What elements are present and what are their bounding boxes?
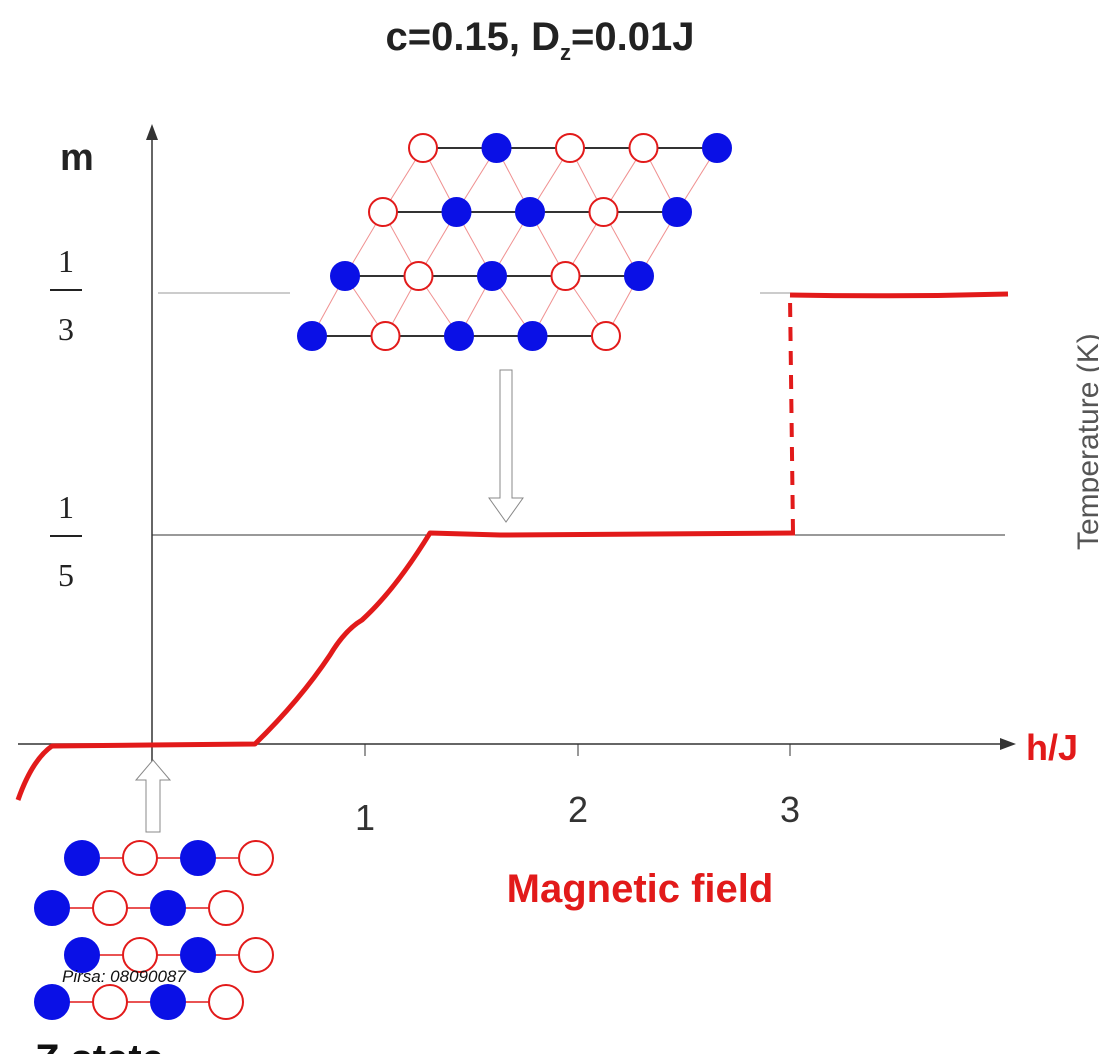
arrow bbox=[488, 369, 524, 523]
spin-down bbox=[628, 133, 659, 163]
spin-up bbox=[477, 261, 507, 291]
spin-down bbox=[588, 197, 619, 227]
fraction-num: 1 bbox=[58, 489, 74, 525]
spin-down bbox=[122, 840, 158, 876]
spin-down bbox=[591, 321, 621, 351]
spin-down bbox=[370, 321, 401, 351]
spin-down bbox=[550, 261, 581, 291]
spin-up bbox=[662, 197, 692, 227]
spin-up bbox=[150, 890, 186, 926]
spin-down bbox=[555, 133, 585, 163]
fraction-num: 1 bbox=[58, 243, 74, 279]
footer: Pirsa: 08090087 bbox=[62, 967, 186, 986]
spin-down bbox=[122, 937, 158, 973]
spin-up bbox=[34, 890, 70, 926]
x-label: h/J bbox=[1026, 727, 1078, 768]
spin-up bbox=[180, 937, 216, 973]
spin-down bbox=[92, 984, 128, 1020]
spin-up bbox=[64, 840, 100, 876]
fraction-den: 3 bbox=[58, 311, 74, 347]
fraction-den: 5 bbox=[58, 557, 74, 593]
spin-up bbox=[64, 937, 100, 973]
spin-up bbox=[702, 133, 732, 163]
bottom-label: Z state bbox=[35, 1037, 164, 1054]
title: c=0.15, Dz=0.01J bbox=[385, 15, 694, 65]
spin-up bbox=[624, 261, 654, 291]
x-tick-label: 2 bbox=[568, 789, 588, 830]
spin-down bbox=[403, 261, 434, 291]
x-arrow bbox=[1000, 738, 1016, 750]
spin-up bbox=[180, 840, 216, 876]
jump bbox=[788, 295, 795, 534]
lattice bbox=[34, 133, 732, 1020]
spin-down bbox=[208, 890, 244, 926]
spin-down bbox=[92, 890, 128, 926]
spin-down bbox=[238, 937, 274, 973]
arrow bbox=[134, 759, 172, 833]
spin-up bbox=[297, 321, 327, 351]
spin-up bbox=[34, 984, 70, 1020]
spin-up bbox=[444, 321, 474, 351]
spin-up bbox=[515, 197, 545, 227]
x-tick-label: 3 bbox=[780, 789, 800, 830]
spin-up bbox=[481, 133, 512, 163]
spin-up bbox=[517, 321, 548, 351]
spin-up bbox=[150, 984, 186, 1020]
spin-down bbox=[368, 197, 398, 227]
y-label: m bbox=[60, 137, 94, 179]
x-tick-label: 1 bbox=[355, 797, 375, 838]
spin-up bbox=[441, 197, 472, 227]
title-tail: =0.01J bbox=[571, 15, 694, 59]
y-arrow bbox=[146, 124, 158, 140]
title-main: c=0.15, D bbox=[385, 15, 560, 59]
curve bbox=[15, 530, 796, 801]
spin-up bbox=[330, 261, 360, 291]
side-label: Temperature (K) bbox=[1072, 333, 1099, 550]
spin-down bbox=[408, 133, 438, 163]
spin-down bbox=[208, 984, 244, 1020]
title-sub: z bbox=[560, 40, 571, 65]
spin-down bbox=[238, 840, 274, 876]
curve bbox=[789, 291, 1009, 299]
x-caption: Magnetic field bbox=[507, 867, 774, 911]
